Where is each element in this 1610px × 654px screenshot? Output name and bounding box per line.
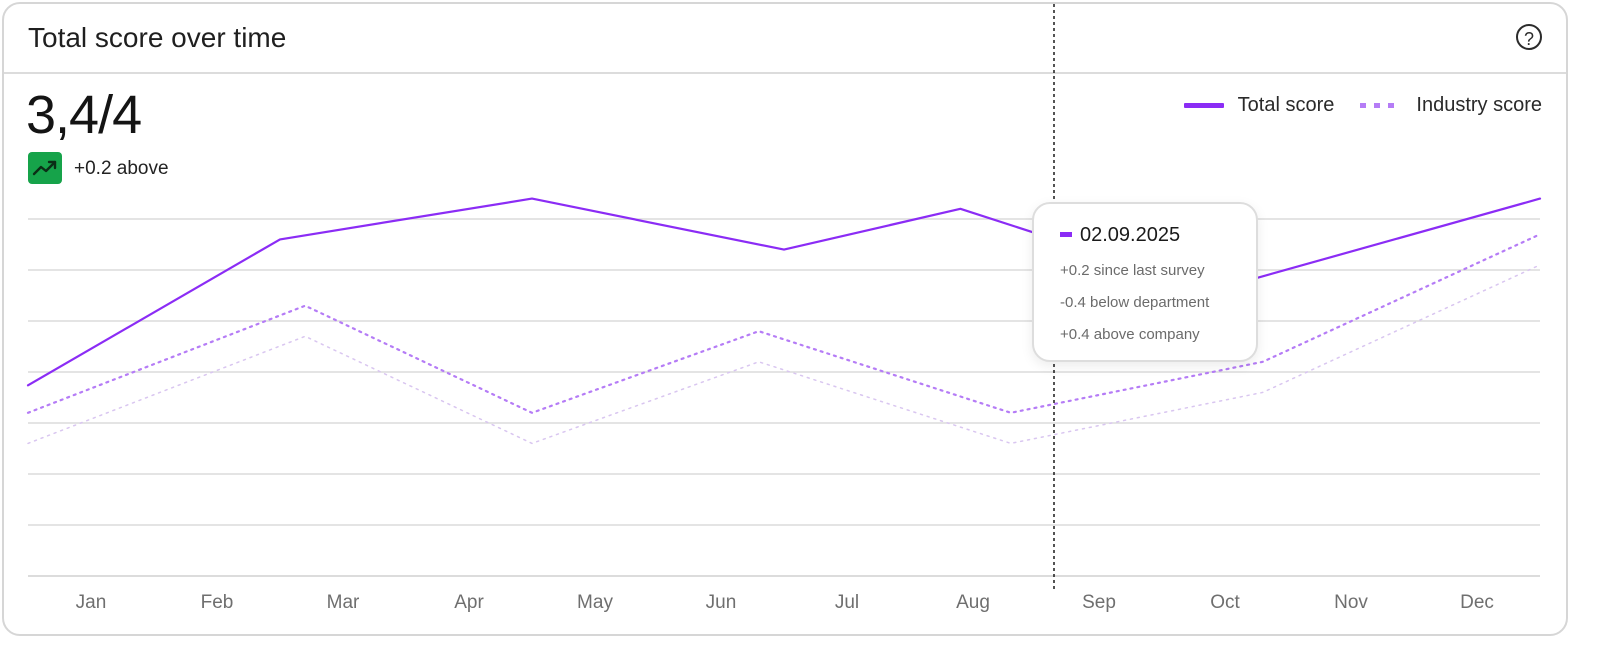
x-tick-label: Sep [1082,592,1116,613]
total-score-line [26,197,1542,387]
legend-swatch-dotted [1360,103,1403,108]
line-chart: Jan Feb Mar Apr May Jun Jul Aug Sep Oct Nov Dec [26,4,1542,613]
tooltip-line-since-last: +0.2 since last survey [1060,262,1205,279]
legend-item-total-score[interactable]: Total score [1183,94,1335,117]
tooltip-line-company: +0.4 above company [1060,326,1200,343]
card-title: Total score over time [28,22,287,53]
trend-text: +0.2 above [74,158,169,179]
x-tick-label: Dec [1460,592,1494,613]
x-tick-label: Nov [1334,592,1368,613]
legend-label-industry: Industry score [1416,94,1542,116]
x-tick-label: Mar [327,592,360,613]
x-tick-label: Oct [1210,592,1240,613]
tooltip-line-department: -0.4 below department [1060,294,1210,311]
x-tick-label: Feb [201,592,234,613]
tooltip-series-marker [1060,232,1072,237]
chart-legend: Total score Industry score [1183,94,1542,117]
legend-swatch-solid [1183,103,1224,108]
legend-label-total: Total score [1237,94,1335,116]
x-tick-label: Jul [835,592,859,613]
card-header: Total score over time ? [4,4,1566,74]
trending-up-icon [28,152,62,184]
score-value: 3,4/4 [26,85,142,145]
x-tick-label: Aug [956,592,990,613]
legend-item-industry-score[interactable]: Industry score [1360,94,1542,117]
chart-tooltip: 02.09.2025 +0.2 since last survey -0.4 b… [1032,202,1258,362]
industry-score-line [26,233,1542,414]
x-tick-label: Jun [706,592,737,613]
chart-card: Total score over time ? 3,4/4 +0.2 above… [2,2,1568,636]
x-tick-label: Apr [454,592,484,613]
comparison-line [27,264,1541,445]
tooltip-date: 02.09.2025 [1080,224,1181,246]
x-tick-label: Jan [76,592,107,613]
question-circle-icon[interactable]: ? [1516,24,1542,50]
x-tick-label: May [577,592,613,613]
